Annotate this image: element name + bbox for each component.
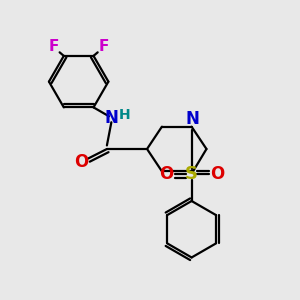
Text: F: F <box>49 40 59 55</box>
Text: O: O <box>210 165 225 183</box>
Text: F: F <box>98 40 109 55</box>
Text: O: O <box>74 153 88 171</box>
Text: O: O <box>159 165 173 183</box>
Text: H: H <box>119 108 130 122</box>
Text: N: N <box>104 109 118 127</box>
Text: S: S <box>185 165 198 183</box>
Text: N: N <box>186 110 200 128</box>
